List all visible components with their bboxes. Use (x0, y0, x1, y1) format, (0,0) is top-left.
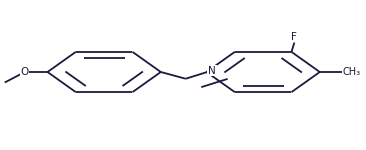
Text: CH₃: CH₃ (343, 67, 361, 77)
Text: O: O (21, 67, 29, 77)
Text: F: F (291, 32, 297, 42)
Text: N: N (208, 66, 216, 75)
